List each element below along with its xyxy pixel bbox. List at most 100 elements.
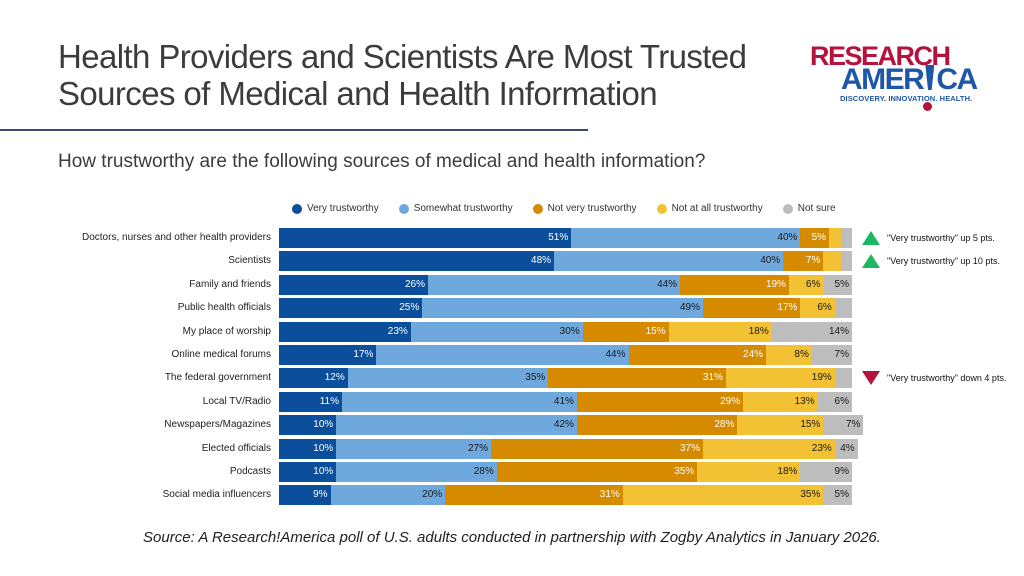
data-label: 10% [313, 466, 334, 477]
bar-segment: 19% [725, 368, 835, 389]
category-label: Social media influencers [162, 489, 271, 501]
legend-item: Not at all trustworthy [656, 203, 763, 214]
bar-segment: 6% [817, 391, 852, 412]
data-label: 13% [794, 395, 815, 407]
legend-swatch-icon [656, 203, 667, 214]
bar-segment: 48% [279, 251, 555, 272]
legend-item: Not sure [782, 203, 836, 214]
data-label: 35% [674, 466, 695, 477]
category-label: Newspapers/Magazines [164, 419, 271, 431]
data-label: 20% [422, 489, 443, 501]
triangle-up-icon [862, 231, 880, 245]
category-label: Local TV/Radio [202, 395, 271, 407]
legend-label: Very trustworthy [307, 203, 379, 214]
bar-segment: 24% [628, 345, 767, 365]
category-label: Public health officials [177, 302, 271, 314]
data-label: 26% [404, 278, 425, 290]
data-label: 5% [834, 489, 849, 501]
category-label: Online medical forums [171, 349, 271, 360]
data-label: 40% [760, 255, 781, 267]
annotation-text: "Very trustworthy" up 10 pts. [887, 256, 1000, 267]
data-label: 41% [553, 395, 574, 407]
bar-segment: 5% [800, 228, 830, 248]
annotation-text: "Very trustworthy" down 4 pts. [887, 373, 1007, 384]
bar-segment: 31% [445, 485, 623, 506]
bar-segment: 44% [427, 274, 681, 295]
data-label: 37% [679, 442, 700, 454]
category-label: Family and friends [189, 278, 271, 290]
bar-segment: 14% [771, 321, 852, 342]
bar-segment: 29% [576, 391, 744, 412]
data-label: 12% [324, 372, 345, 384]
bar-segment: 44% [376, 345, 629, 365]
legend-swatch-icon [398, 203, 409, 214]
bar-segment: 15% [582, 321, 669, 342]
data-label: 23% [387, 325, 408, 337]
bar-segment: 5% [823, 274, 852, 295]
bar-segment: 28% [576, 415, 738, 436]
data-label: 4% [840, 442, 855, 454]
research-america-logo: RESEARCH AMER CA DISCOVERY. INNOVATION. H… [808, 42, 988, 114]
bar-segment: 41% [342, 391, 577, 412]
data-label: 14% [828, 325, 849, 337]
legend-item: Very trustworthy [292, 203, 379, 214]
title-divider [0, 129, 588, 131]
data-label: 10% [313, 419, 334, 431]
logo-exclamation-icon [925, 65, 935, 90]
logo-line2a: AMER [841, 63, 925, 96]
change-annotation: "Very trustworthy" up 5 pts. [862, 231, 995, 245]
category-label: My place of worship [182, 325, 271, 337]
bar-segment: 27% [336, 438, 491, 459]
legend-item: Somewhat trustworthy [398, 203, 513, 214]
chart-title: Health Providers and Scientists Are Most… [58, 38, 747, 112]
bar-segment: 23% [279, 321, 411, 342]
bar-segment: 6% [788, 274, 824, 295]
bar-segment [829, 228, 841, 248]
triangle-down-icon [862, 371, 880, 386]
legend-label: Not very trustworthy [547, 203, 637, 214]
bar-segment: 18% [668, 321, 772, 342]
data-label: 29% [720, 395, 741, 407]
bar-segment: 18% [697, 462, 801, 482]
data-label: 31% [599, 489, 620, 501]
data-label: 24% [743, 349, 764, 360]
data-label: 5% [834, 278, 849, 290]
bar-segment [840, 228, 852, 248]
logo-line2b: CA [936, 63, 978, 96]
category-label: The federal government [164, 372, 271, 384]
bar-segment: 10% [279, 415, 337, 436]
triangle-up-icon [862, 254, 880, 269]
logo-tagline: DISCOVERY. INNOVATION. HEALTH. [840, 94, 973, 103]
data-label: 28% [473, 466, 494, 477]
category-label: Elected officials [201, 442, 271, 454]
bar-segment [823, 251, 841, 272]
bar-segment: 25% [279, 298, 423, 319]
bar-segment: 9% [800, 462, 852, 482]
change-annotation: "Very trustworthy" down 4 pts. [862, 371, 1007, 386]
bar-segment: 11% [279, 391, 343, 412]
legend-item: Not very trustworthy [532, 203, 637, 214]
data-label: 17% [777, 302, 798, 314]
bar-segment: 10% [279, 438, 337, 459]
bar-segment: 28% [336, 462, 497, 482]
data-label: 44% [657, 278, 678, 290]
data-label: 10% [313, 442, 334, 454]
data-label: 8% [794, 349, 809, 360]
bar-segment: 13% [743, 391, 818, 412]
legend-swatch-icon [532, 203, 543, 214]
data-label: 35% [800, 489, 821, 501]
annotation-text: "Very trustworthy" up 5 pts. [887, 233, 995, 243]
change-annotation: "Very trustworthy" up 10 pts. [862, 254, 1000, 269]
data-label: 15% [645, 325, 666, 337]
data-label: 30% [559, 325, 580, 337]
chart-subtitle: How trustworthy are the following source… [58, 151, 706, 172]
data-label: 7% [834, 349, 849, 360]
bar-segment: 9% [279, 485, 331, 506]
bar-segment: 40% [554, 251, 784, 272]
data-label: 48% [531, 255, 552, 267]
bar-segment: 17% [703, 298, 801, 319]
bar-segment: 6% [800, 298, 835, 319]
data-label: 23% [811, 442, 832, 454]
bar-segment: 37% [491, 438, 703, 459]
bar-segment: 35% [347, 368, 549, 389]
